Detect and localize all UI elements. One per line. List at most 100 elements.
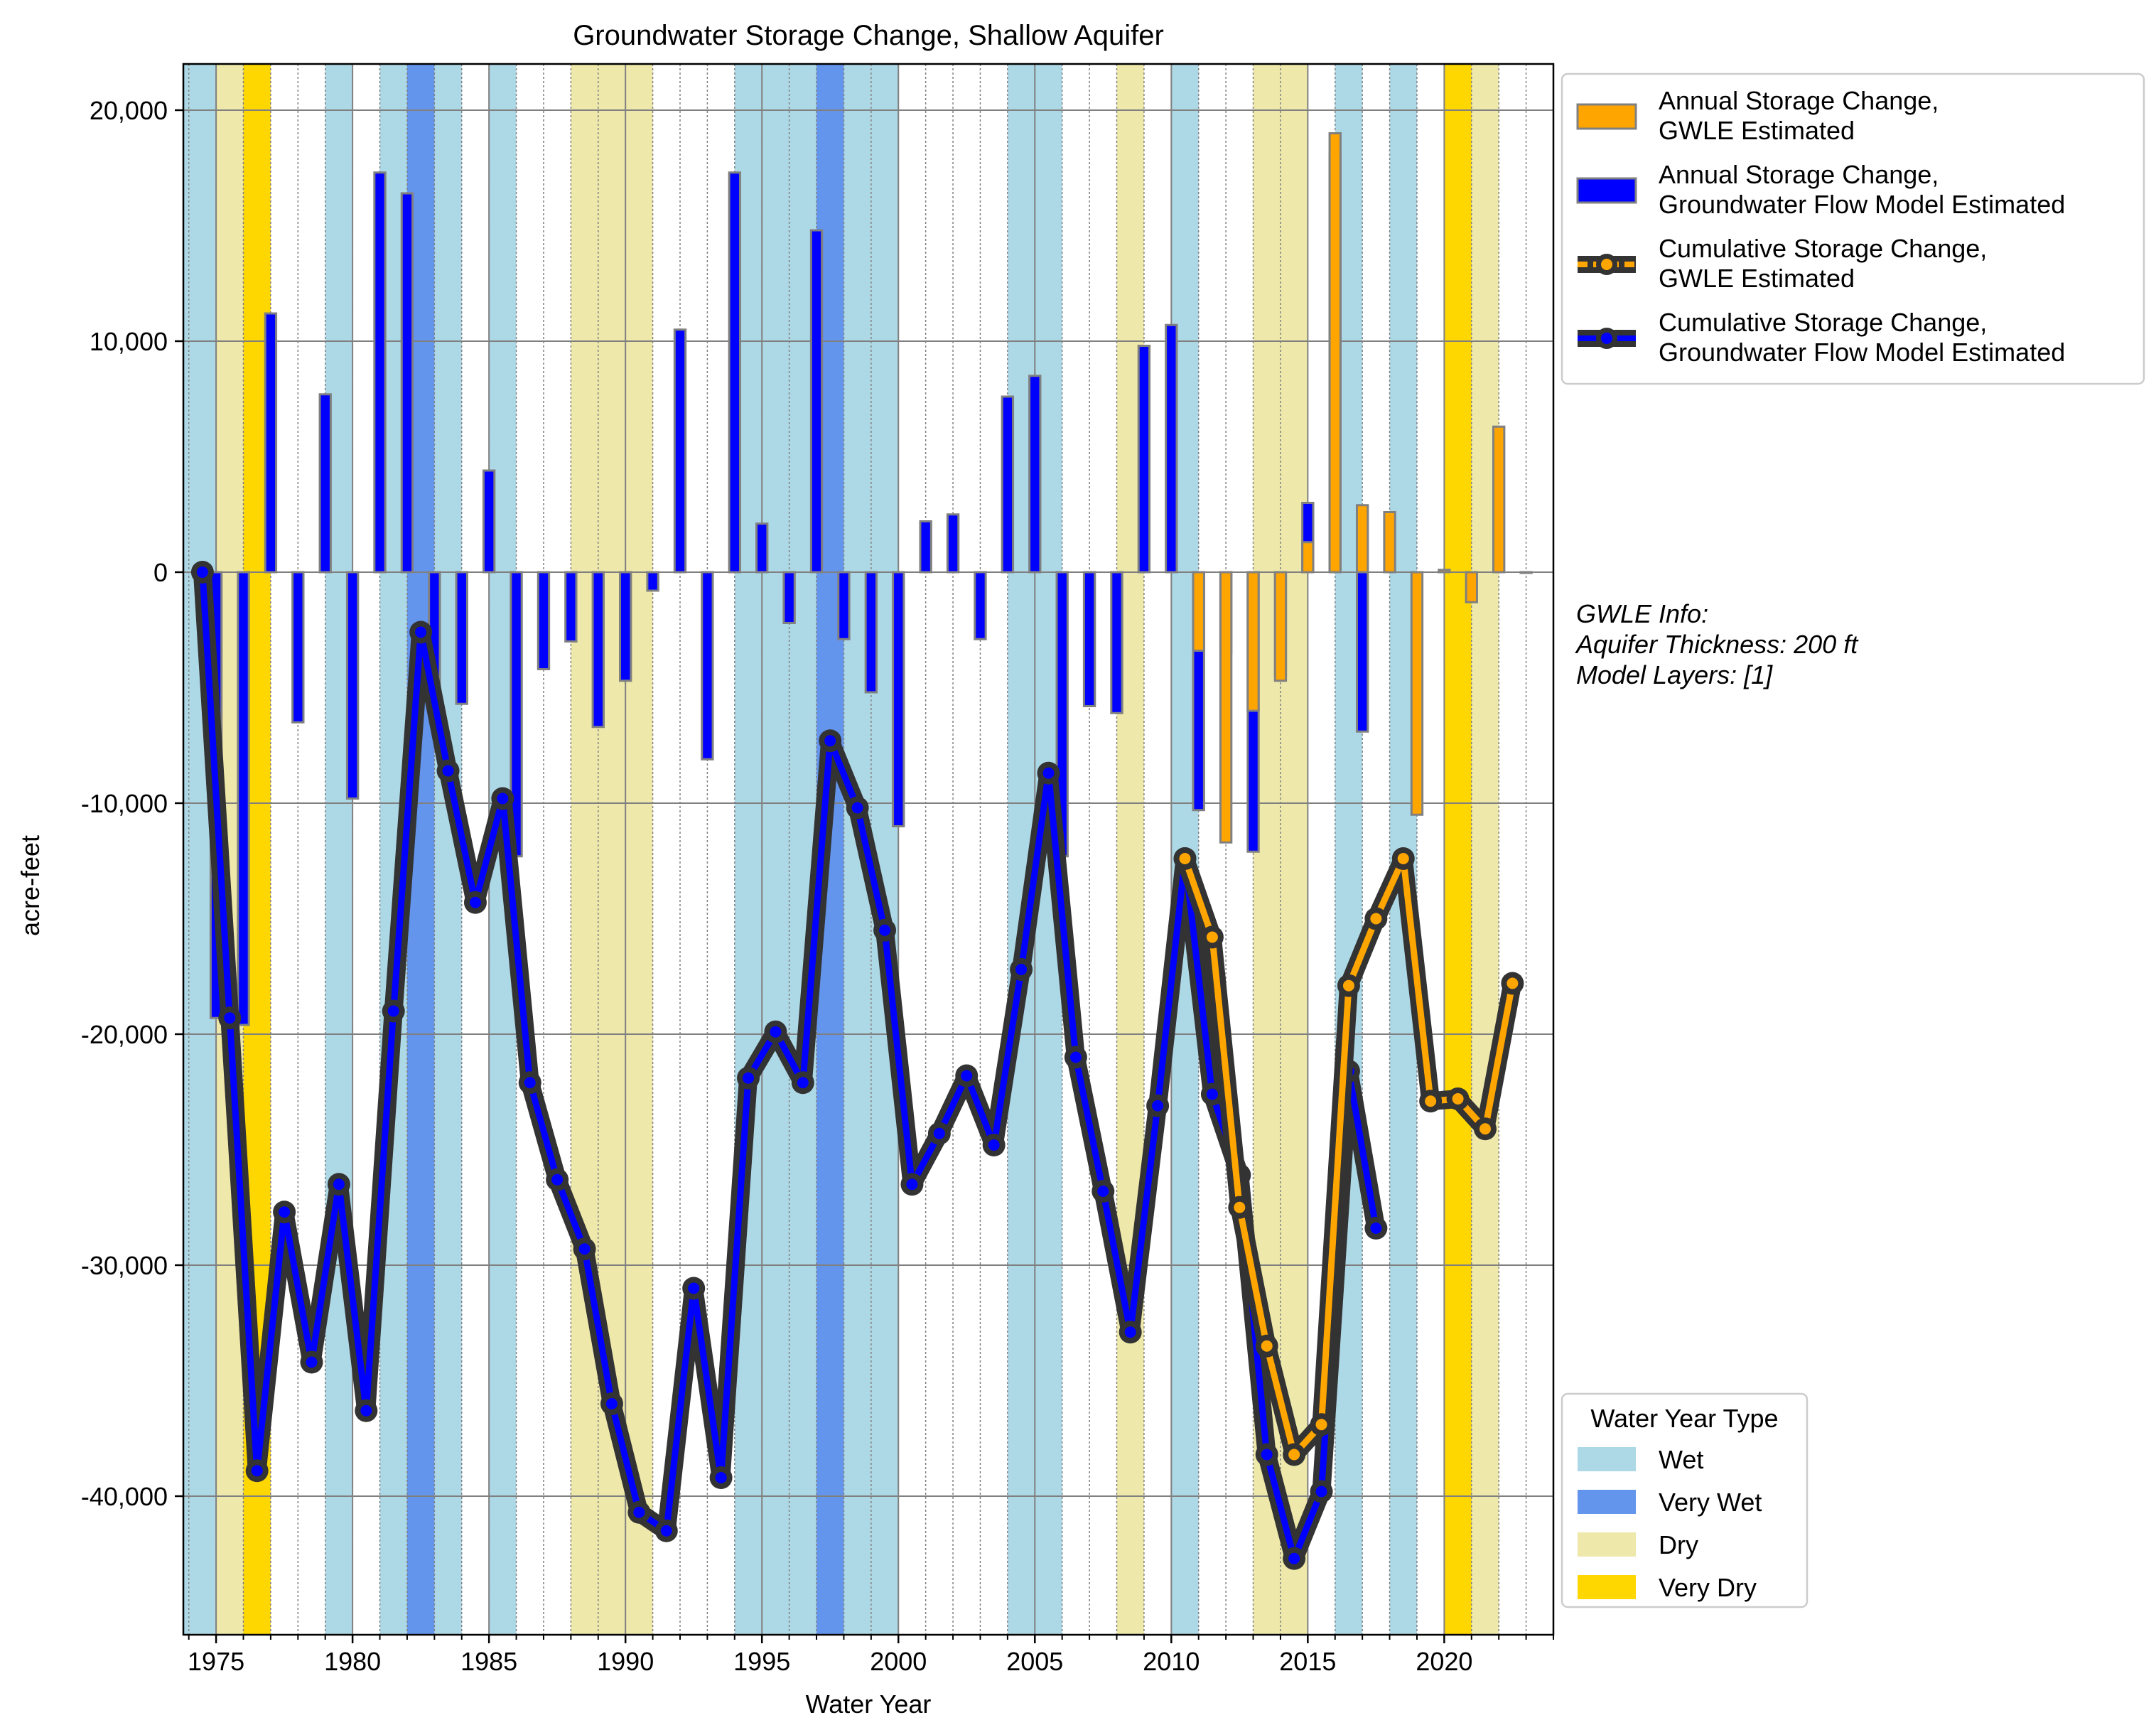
bar-model [892, 571, 905, 827]
bar-model [1110, 571, 1123, 714]
line-cumulative-model-marker [387, 1005, 399, 1017]
bar-gwle [1410, 571, 1424, 816]
legend-wyt-label: Wet [1659, 1445, 1703, 1474]
line-cumulative-model-marker [797, 1077, 809, 1089]
y-tick-label: -30,000 [81, 1251, 168, 1280]
line-cumulative-gwle-marker [1342, 979, 1354, 992]
line-cumulative-model-marker [279, 1206, 291, 1218]
bar-gwle [1301, 541, 1315, 574]
legend-swatch-bar [1576, 103, 1637, 130]
bar-model [591, 571, 605, 729]
legend-wyt-swatch [1578, 1490, 1636, 1514]
legend-wyt-swatch [1578, 1447, 1636, 1471]
bar-gwle [1192, 571, 1205, 652]
bar-model [291, 571, 305, 724]
line-cumulative-model-marker [1015, 964, 1028, 975]
line-cumulative-model [199, 569, 1379, 1562]
line-cumulative-model-marker [1042, 767, 1055, 779]
line-cumulative-model-marker [770, 1026, 782, 1038]
line-cumulative-model-marker [1288, 1552, 1300, 1564]
legend-label-line2: Groundwater Flow Model Estimated [1659, 190, 2065, 219]
line-cumulative-model-marker [415, 626, 427, 638]
bar-model [755, 522, 769, 574]
bar-model [1082, 571, 1096, 707]
legend-label-line1: Annual Storage Change, [1659, 160, 1939, 189]
line-cumulative-model-marker [469, 896, 481, 908]
bar-gwle [1519, 571, 1533, 574]
line-cumulative-model-marker [824, 735, 836, 747]
line-cumulative-model-marker [224, 1012, 236, 1024]
bar-gwle [1219, 571, 1233, 844]
legend-wyt-label: Dry [1659, 1530, 1698, 1559]
line-cumulative-model-marker [1370, 1223, 1382, 1234]
legend-swatch-marker [1601, 259, 1612, 270]
line-cumulative-model-marker [1206, 1088, 1218, 1100]
line-cumulative-model-marker [879, 924, 891, 936]
y-axis-label: acre-feet [16, 835, 45, 936]
bar-model [701, 571, 714, 761]
line-cumulative-model-marker [988, 1139, 1000, 1151]
line-cumulative-gwle-marker [1479, 1123, 1491, 1135]
axes: 1975 1980 1985 1990 1995 2000 2005 2010 2015 2020… [81, 63, 1555, 1676]
bar-gwle [1328, 132, 1342, 574]
line-cumulative-model-marker [360, 1404, 372, 1417]
line-cumulative-gwle-marker [1425, 1095, 1437, 1107]
line-cumulative-model-marker [961, 1070, 973, 1082]
bar-model [237, 571, 250, 1026]
x-axis-label: Water Year [806, 1689, 932, 1719]
line-cumulative-model-marker [660, 1525, 672, 1537]
y-tick-label: 20,000 [90, 96, 168, 125]
x-tick-label: 1980 [324, 1647, 381, 1676]
line-cumulative-gwle-marker [1206, 931, 1218, 943]
bar-model [837, 571, 851, 640]
wyt-band-wet [325, 64, 353, 1635]
line-cumulative-model-marker [1124, 1326, 1136, 1338]
wyt-band-dry [625, 64, 653, 1635]
bar-model [946, 513, 960, 574]
line-cumulative-gwle-marker [1397, 853, 1409, 864]
line-cumulative-model-marker [524, 1077, 536, 1089]
line-cumulative-gwle-marker [1315, 1419, 1327, 1431]
line-cumulative-model-marker [1097, 1186, 1109, 1197]
bar-gwle [1273, 571, 1288, 682]
line-cumulative-model-marker [906, 1178, 918, 1191]
bar-model [564, 571, 578, 643]
bar-model [373, 171, 387, 574]
legend-swatch-bar [1576, 177, 1637, 204]
gwle-info-layers: Model Layers: [1] [1576, 660, 1773, 689]
x-tick-label: 2020 [1416, 1647, 1472, 1676]
bar-model [646, 571, 659, 592]
gwle-info-thickness: Aquifer Thickness: 200 ft [1576, 630, 1858, 659]
y-tick-label: -10,000 [81, 789, 168, 818]
legend-water-year-type: Water Year Type Wet Very Wet Dry Very Dry [1561, 1392, 1809, 1608]
bar-model [1137, 345, 1151, 574]
legend-wyt-swatch [1578, 1532, 1636, 1557]
bar-model [264, 312, 278, 574]
chart-title: Groundwater Storage Change, Shallow Aqui… [573, 20, 1164, 51]
bar-model [809, 229, 824, 574]
legend-label-line2: GWLE Estimated [1659, 116, 1855, 145]
line-cumulative-model-marker [333, 1178, 345, 1191]
line-cumulative-model-marker [1261, 1449, 1273, 1461]
wyt-band-dry [1471, 64, 1499, 1635]
bar-model [318, 393, 332, 574]
bar-model [1001, 395, 1015, 574]
line-cumulative-model-marker [605, 1398, 618, 1409]
bar-model [400, 192, 414, 574]
line-cumulative-model-marker [196, 566, 208, 578]
x-tick-label: 2005 [1006, 1647, 1063, 1676]
y-tick-label: -20,000 [81, 1020, 168, 1049]
line-cumulative-gwle-marker [1370, 913, 1382, 925]
line-cumulative-gwle-marker [1452, 1093, 1464, 1105]
bar-gwle [1355, 504, 1369, 574]
bar-model [673, 328, 687, 574]
legend-label-line1: Cumulative Storage Change, [1659, 308, 1987, 337]
line-cumulative-model-marker [715, 1472, 727, 1483]
x-tick-label: 2010 [1143, 1647, 1200, 1676]
y-tick-label: 0 [153, 558, 168, 587]
legend-swatch-marker [1601, 333, 1612, 344]
bar-model [455, 571, 468, 705]
line-cumulative-model-marker [743, 1072, 755, 1084]
bar-model [1165, 323, 1178, 574]
